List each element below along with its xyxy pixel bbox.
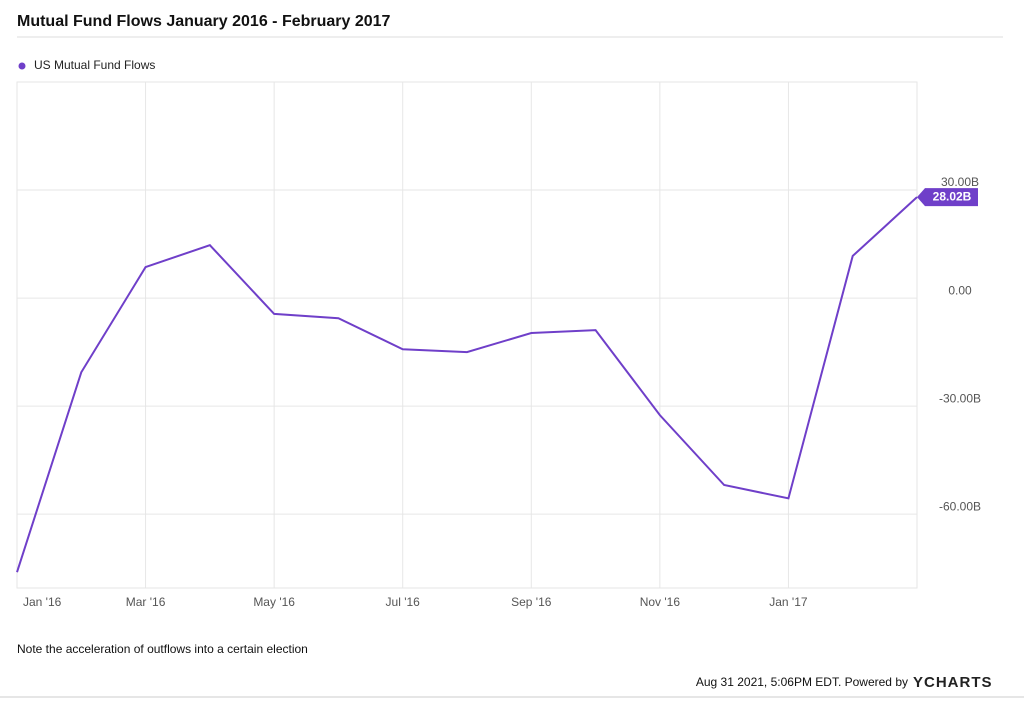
y-tick-label: -30.00B <box>939 391 981 405</box>
x-tick-label: Jan '16 <box>23 595 62 609</box>
brand: YCHARTS <box>913 674 993 691</box>
x-tick-label: Jan '17 <box>769 595 808 609</box>
legend-label: US Mutual Fund Flows <box>34 58 155 72</box>
legend-marker <box>18 62 26 70</box>
y-tick-label: 0.00 <box>948 283 972 297</box>
value-badge <box>917 188 978 207</box>
x-tick-label: Mar '16 <box>126 595 166 609</box>
y-tick-label: 30.00B <box>941 175 979 189</box>
x-tick-label: Nov '16 <box>640 595 681 609</box>
plot-frame <box>16 81 918 589</box>
note: Note the acceleration of outflows into a… <box>17 642 308 656</box>
value-label: 28.02B <box>933 189 972 203</box>
x-tick-label: May '16 <box>253 595 295 609</box>
line <box>16 196 918 573</box>
x-tick-label: Sep '16 <box>511 595 552 609</box>
y-tick-label: -60.00B <box>939 499 981 513</box>
x-tick-label: Jul '16 <box>386 595 421 609</box>
footer: Aug 31 2021, 5:06PM EDT. Powered by <box>696 675 908 689</box>
chart-title: Mutual Fund Flows January 2016 - Februar… <box>17 13 391 30</box>
